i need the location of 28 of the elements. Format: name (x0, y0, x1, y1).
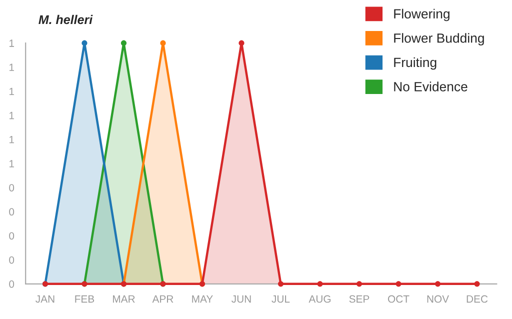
legend-label: Fruiting (394, 57, 436, 70)
y-tick-label: 1 (9, 88, 14, 96)
x-tick-label: APR (152, 295, 174, 303)
x-tick-label: JUL (272, 295, 290, 303)
y-tick-label: 1 (9, 40, 14, 47)
chart-title: M. helleri (38, 14, 93, 24)
y-tick-label: 0 (9, 280, 14, 288)
y-tick-label: 0 (9, 208, 14, 216)
x-tick-label: MAR (113, 295, 135, 303)
x-tick-label: JUN (232, 295, 251, 303)
x-tick-label: FEB (75, 295, 94, 303)
x-tick-label: DEC (466, 295, 488, 303)
x-tick-label: AUG (308, 295, 331, 303)
x-tick-label: NOV (427, 295, 449, 303)
x-tick-label: MAY (192, 295, 213, 303)
y-tick-label: 1 (9, 112, 14, 120)
legend-label: Flowering (394, 8, 450, 22)
y-tick-label: 0 (9, 184, 14, 192)
y-tick-label: 1 (9, 160, 14, 168)
y-tick-label: 1 (9, 64, 14, 71)
legend-label: No Evidence (394, 82, 468, 92)
x-tick-label: OCT (388, 295, 410, 303)
legend-label: Flower Budding (394, 33, 484, 46)
x-tick-label: JAN (36, 295, 54, 303)
y-tick-label: 0 (9, 232, 14, 240)
y-tick-label: 1 (9, 136, 14, 144)
x-tick-label: SEP (349, 295, 370, 303)
y-tick-label: 0 (9, 256, 14, 264)
